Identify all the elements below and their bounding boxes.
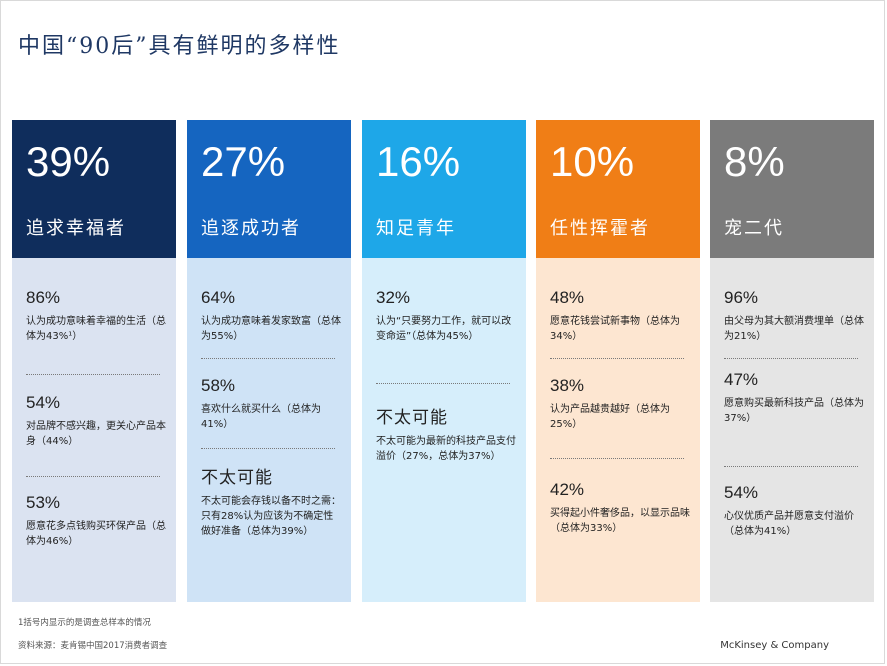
stat-item: 96% 由父母为其大额消费埋单（总体为21%） (724, 288, 864, 344)
stat-description: 心仪优质产品并愿意支付溢价（总体为41%） (724, 511, 854, 537)
stat-description: 认为产品越贵越好（总体为25%） (550, 404, 670, 430)
segment-column: 8% 宠二代 96% 由父母为其大额消费埋单（总体为21%） 47% 愿意购买最新科技产品… (710, 120, 874, 602)
stat-item: 不太可能不太可能为最新的科技产品支付溢价（27%，总体为37%） (376, 403, 516, 464)
segment-label: 追求幸福者 (26, 218, 126, 239)
segment-column: 27% 追逐成功者 64% 认为成功意味着发家致富（总体为55%） 58% 喜欢什么就买什… (187, 120, 351, 602)
source-note: 资料来源：麦肯锡中国2017消费者调查 (18, 641, 168, 651)
footnote: 1括号内显示的是调查总样本的情况 (18, 618, 151, 628)
stat-value: 32% (376, 288, 411, 307)
segment-label: 任性挥霍者 (550, 218, 650, 239)
stat-value: 86% (26, 288, 61, 307)
segment-percent: 27% (201, 138, 286, 185)
stat-value: 42% (550, 480, 585, 499)
stat-description: 认为成功意味着发家致富（总体为55%） (201, 316, 341, 342)
stat-item: 53% 愿意花多点钱购买环保产品（总体为46%） (26, 493, 166, 549)
segment-column: 39% 追求幸福者 86% 认为成功意味着幸福的生活（总体为43%¹） 54% 对品牌不感… (12, 120, 176, 602)
divider (26, 374, 160, 375)
stat-description: 买得起小件奢侈品，以显示品味（总体为33%） (550, 508, 690, 534)
divider (550, 458, 684, 459)
stat-item: 54% 心仪优质产品并愿意支付溢价（总体为41%） (724, 483, 864, 539)
segment-header: 10% 任性挥霍者 (536, 120, 700, 258)
stat-value: 47% (724, 370, 759, 389)
stat-value: 96% (724, 288, 759, 307)
stat-description: 愿意花钱尝试新事物（总体为34%） (550, 316, 680, 342)
stat-item: 38% 认为产品越贵越好（总体为25%） (550, 376, 690, 432)
segment-percent: 10% (550, 138, 635, 185)
segment-body: 64% 认为成功意味着发家致富（总体为55%） 58% 喜欢什么就买什么（总体为41%… (187, 258, 351, 602)
stat-value: 不太可能 (376, 408, 448, 427)
divider (376, 383, 510, 384)
segment-label: 追逐成功者 (201, 218, 301, 239)
stat-description: 对品牌不感兴趣，更关心产品本身（44%） (26, 421, 166, 447)
stat-description: 由父母为其大额消费埋单（总体为21%） (724, 316, 864, 342)
stat-value: 48% (550, 288, 585, 307)
segment-label: 宠二代 (724, 218, 784, 239)
stat-item: 48% 愿意花钱尝试新事物（总体为34%） (550, 288, 690, 344)
stat-item: 42% 买得起小件奢侈品，以显示品味（总体为33%） (550, 480, 690, 536)
stat-item: 58% 喜欢什么就买什么（总体为41%） (201, 376, 341, 432)
segment-percent: 8% (724, 138, 785, 185)
stat-item: 32% 认为“只要努力工作，就可以改变命运”（总体为45%） (376, 288, 516, 344)
stat-item: 47% 愿意购买最新科技产品（总体为37%） (724, 370, 864, 426)
divider (724, 358, 858, 359)
divider (550, 358, 684, 359)
stat-description: 愿意购买最新科技产品（总体为37%） (724, 398, 864, 424)
divider (201, 358, 335, 359)
divider (26, 476, 160, 477)
stat-item: 不太可能不太可能会存钱以备不时之需：只有28%认为应该为不确定性做好准备（总体为… (201, 463, 341, 539)
stat-value: 54% (26, 393, 61, 412)
stat-value: 54% (724, 483, 759, 502)
segment-body: 48% 愿意花钱尝试新事物（总体为34%） 38% 认为产品越贵越好（总体为25%） 4… (536, 258, 700, 602)
stat-item: 54% 对品牌不感兴趣，更关心产品本身（44%） (26, 393, 166, 449)
stat-item: 86% 认为成功意味着幸福的生活（总体为43%¹） (26, 288, 166, 344)
stat-description: 不太可能为最新的科技产品支付溢价（27%，总体为37%） (376, 436, 516, 462)
stat-value: 58% (201, 376, 236, 395)
segment-body: 32% 认为“只要努力工作，就可以改变命运”（总体为45%） 不太可能不太可能为最新… (362, 258, 526, 602)
stat-description: 愿意花多点钱购买环保产品（总体为46%） (26, 521, 166, 547)
stat-description: 认为成功意味着幸福的生活（总体为43%¹） (26, 316, 166, 342)
divider (201, 448, 335, 449)
segment-header: 27% 追逐成功者 (187, 120, 351, 258)
brand-label: McKinsey & Company (720, 640, 829, 651)
segment-percent: 16% (376, 138, 461, 185)
stat-value: 38% (550, 376, 585, 395)
stat-description: 喜欢什么就买什么（总体为41%） (201, 404, 321, 430)
segment-header: 16% 知足青年 (362, 120, 526, 258)
stat-value: 不太可能 (201, 468, 273, 487)
segment-percent: 39% (26, 138, 111, 185)
segment-column: 10% 任性挥霍者 48% 愿意花钱尝试新事物（总体为34%） 38% 认为产品越贵越好（… (536, 120, 700, 602)
divider (724, 466, 858, 467)
segment-header: 39% 追求幸福者 (12, 120, 176, 258)
stat-value: 53% (26, 493, 61, 512)
stat-value: 64% (201, 288, 236, 307)
segment-body: 96% 由父母为其大额消费埋单（总体为21%） 47% 愿意购买最新科技产品（总体为3… (710, 258, 874, 602)
segment-label: 知足青年 (376, 218, 456, 239)
segment-column: 16% 知足青年 32% 认为“只要努力工作，就可以改变命运”（总体为45%） 不太可能… (362, 120, 526, 602)
segment-header: 8% 宠二代 (710, 120, 874, 258)
stat-description: 不太可能会存钱以备不时之需：只有28%认为应该为不确定性做好准备（总体为39%） (201, 496, 341, 537)
stat-item: 64% 认为成功意味着发家致富（总体为55%） (201, 288, 341, 344)
segment-body: 86% 认为成功意味着幸福的生活（总体为43%¹） 54% 对品牌不感兴趣，更关心产品… (12, 258, 176, 602)
stat-description: 认为“只要努力工作，就可以改变命运”（总体为45%） (376, 316, 512, 342)
page-title: 中国“90后”具有鲜明的多样性 (18, 34, 341, 59)
